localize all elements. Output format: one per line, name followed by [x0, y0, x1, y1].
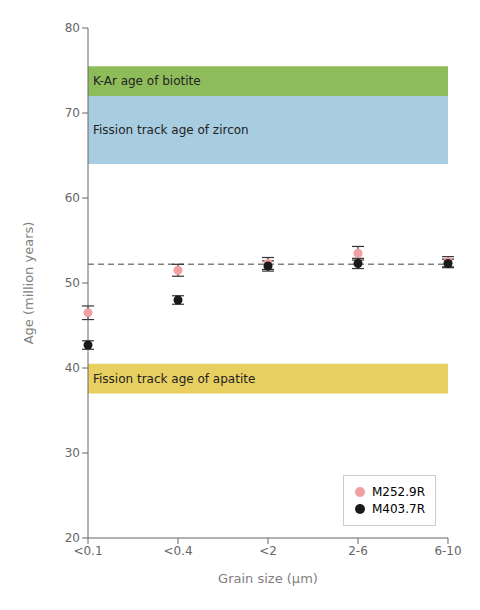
svg-text:80: 80 — [65, 21, 80, 35]
svg-text:20: 20 — [65, 531, 80, 545]
svg-text:6-10: 6-10 — [434, 544, 461, 558]
svg-text:30: 30 — [65, 446, 80, 460]
svg-text:Fission track age of zircon: Fission track age of zircon — [93, 123, 249, 137]
svg-text:60: 60 — [65, 191, 80, 205]
svg-text:Fission track age of apatite: Fission track age of apatite — [93, 372, 255, 386]
html-text:M403.7R: M403.7R — [372, 502, 425, 516]
svg-text:Age (million years): Age (million years) — [21, 222, 36, 345]
svg-text:50: 50 — [65, 276, 80, 290]
html-text:M252.9R: M252.9R — [372, 485, 425, 499]
svg-text:40: 40 — [65, 361, 80, 375]
svg-text:70: 70 — [65, 106, 80, 120]
svg-text:Grain size (μm): Grain size (μm) — [218, 571, 318, 586]
svg-text:<0.4: <0.4 — [163, 544, 192, 558]
svg-text:K-Ar age of biotite: K-Ar age of biotite — [93, 74, 201, 88]
svg-text:2-6: 2-6 — [348, 544, 368, 558]
svg-text:<0.1: <0.1 — [73, 544, 102, 558]
svg-text:<2: <2 — [259, 544, 277, 558]
